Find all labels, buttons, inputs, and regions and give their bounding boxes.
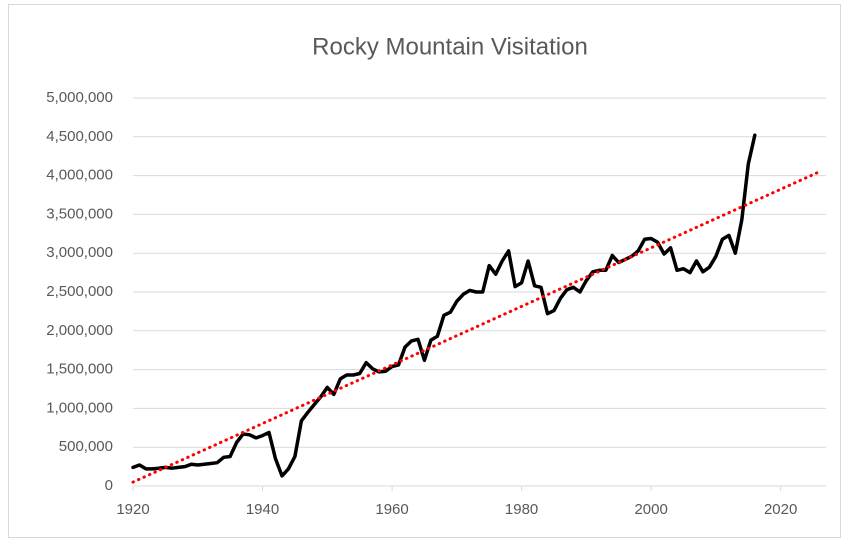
y-tick-label: 5,000,000 <box>46 89 113 106</box>
y-tick-label: 2,000,000 <box>46 322 113 339</box>
y-tick-label: 500,000 <box>59 438 113 455</box>
trend-line <box>131 170 821 484</box>
chart-frame <box>8 4 841 538</box>
y-tick-label: 4,000,000 <box>46 167 113 184</box>
x-tick-label: 2020 <box>764 501 797 518</box>
x-tick-label: 1940 <box>246 501 279 518</box>
y-tick-label: 1,000,000 <box>46 399 113 416</box>
chart-title: Rocky Mountain Visitation <box>312 33 588 60</box>
y-tick-label: 1,500,000 <box>46 361 113 378</box>
x-tick-label: 1960 <box>375 501 408 518</box>
y-tick-label: 4,500,000 <box>46 128 113 145</box>
x-tick-label: 1920 <box>116 501 149 518</box>
y-tick-label: 0 <box>105 477 113 494</box>
x-tick-label: 2000 <box>634 501 667 518</box>
data-line <box>131 133 757 478</box>
y-tick-label: 2,500,000 <box>46 283 113 300</box>
y-tick-label: 3,000,000 <box>46 244 113 261</box>
marks <box>131 133 821 484</box>
x-tick-label: 1980 <box>505 501 538 518</box>
y-tick-label: 3,500,000 <box>46 205 113 222</box>
